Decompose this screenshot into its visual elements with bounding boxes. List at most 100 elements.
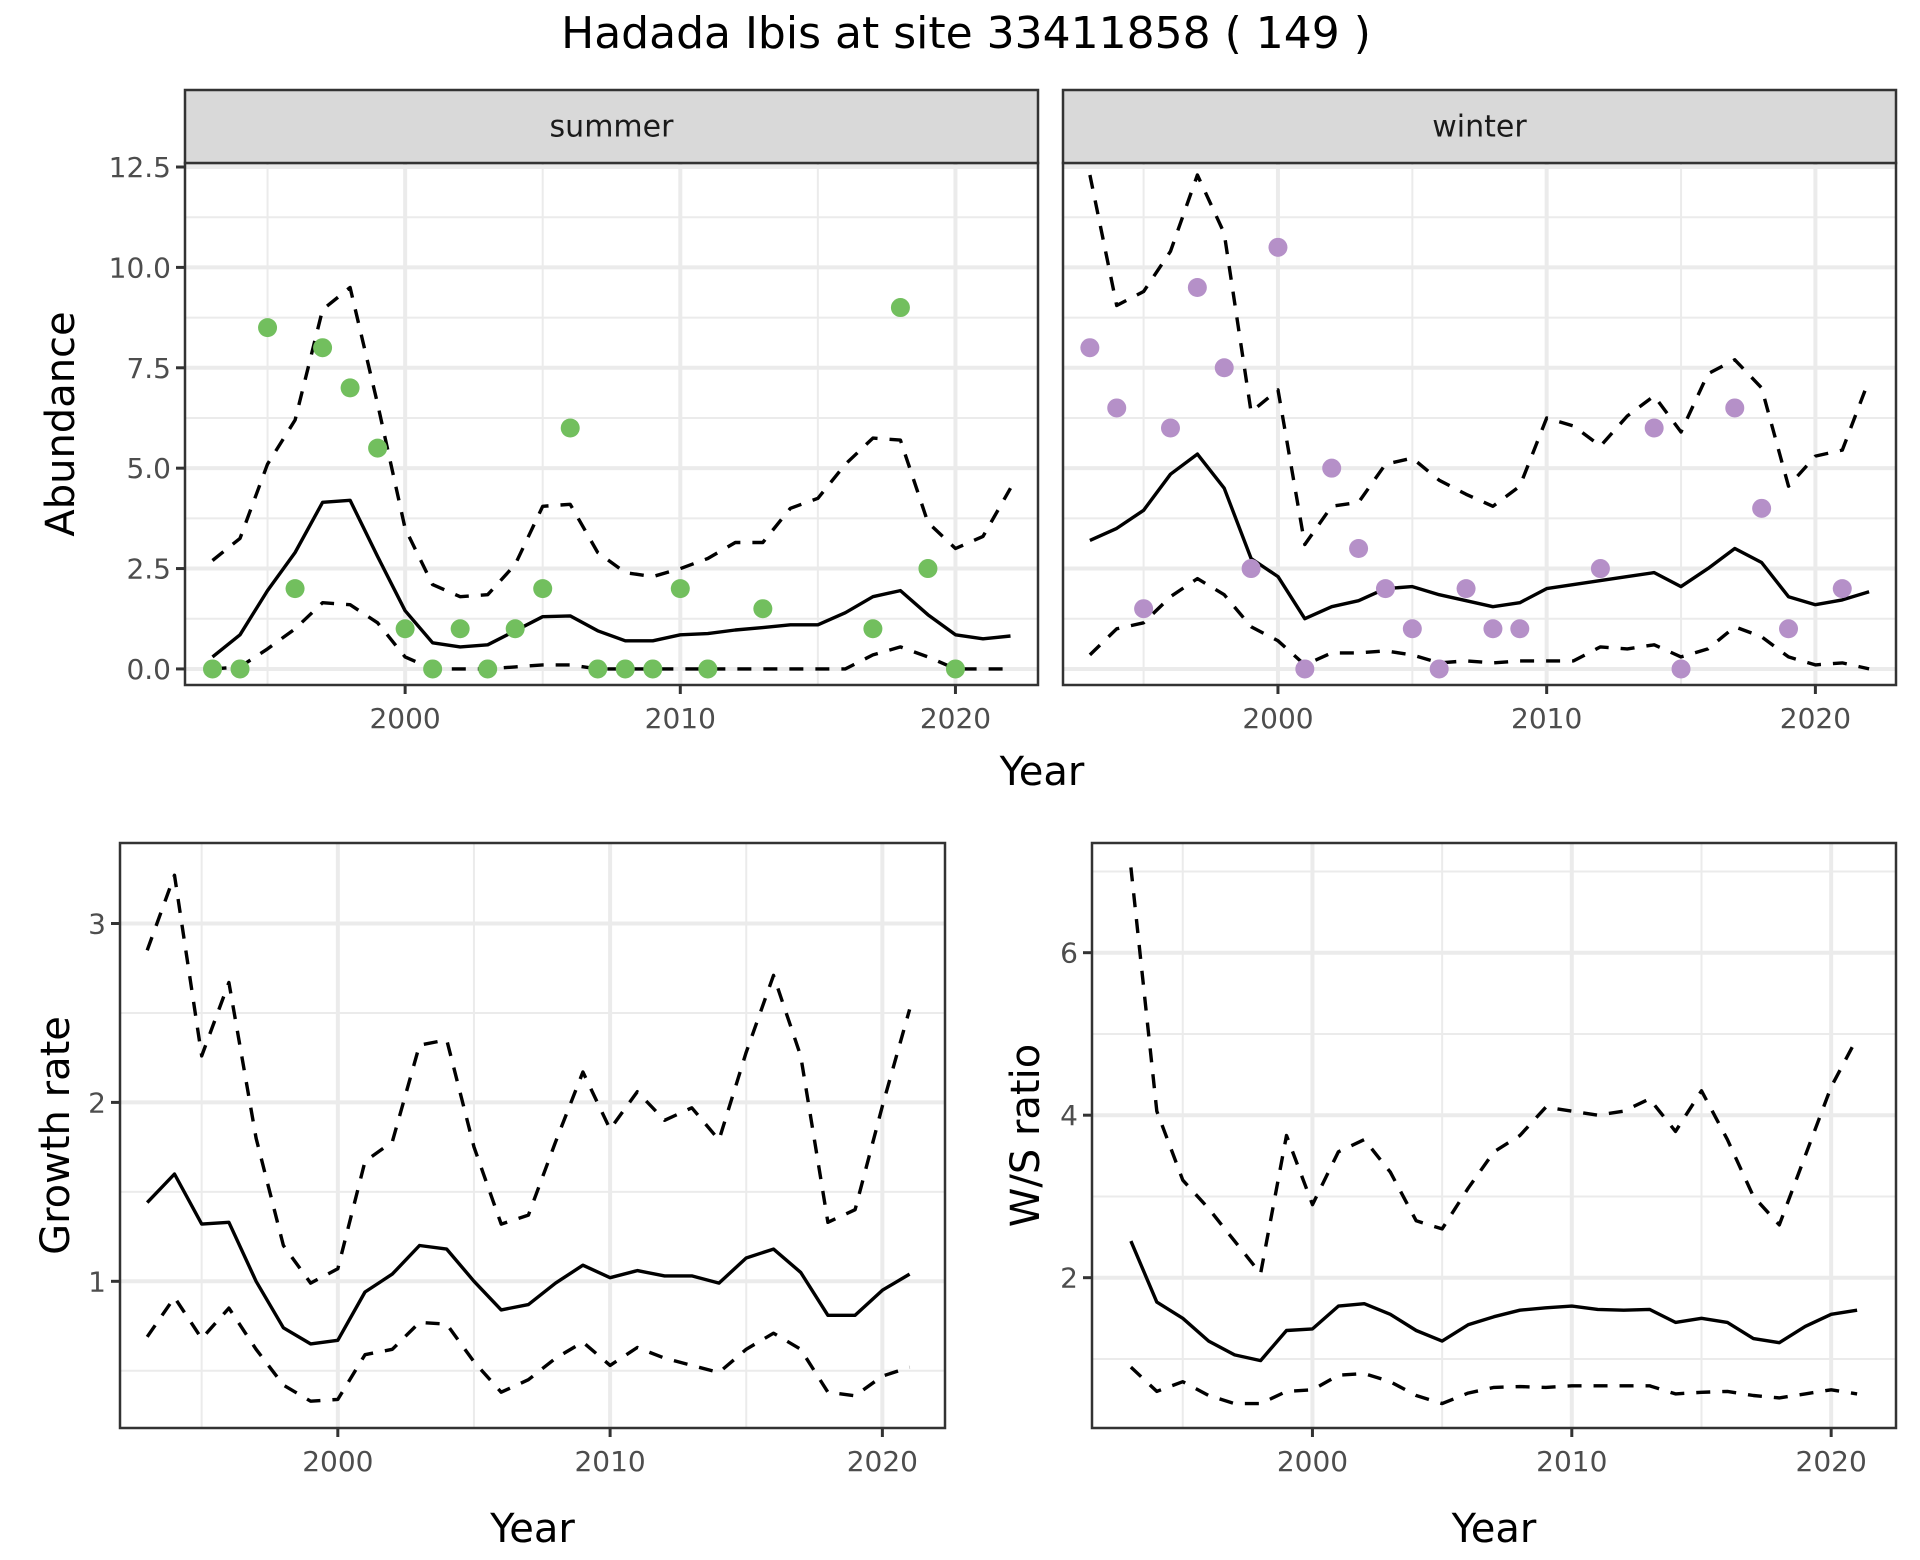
data-point [1429,659,1449,679]
data-point [615,659,635,679]
series-line-lower [212,601,1011,671]
series-line-mean [211,498,1011,659]
y-tick-label: 7.5 [126,352,171,385]
y-tick-label: 3 [88,908,106,941]
data-point [423,659,443,679]
data-point [1402,619,1422,639]
x-tick-label: 2010 [1511,702,1582,735]
data-point [505,619,525,639]
panel-ws_ratio: 2000 2010 2020 2 4 6 W/S ratio Year [1003,841,1898,1552]
x-axis-title: Year [1451,1506,1537,1552]
data-point [1268,237,1288,257]
data-point [643,659,663,679]
y-axis-title: Growth rate [33,1016,79,1255]
panel-border [118,841,947,1430]
data-point [1779,619,1799,639]
data-point [478,659,498,679]
x-axis-title-top: Year [999,749,1085,795]
y-tick-label: 0.0 [126,653,171,686]
data-point [918,559,938,579]
data-point [1214,358,1234,378]
series-line-mean [1129,1240,1858,1363]
chart-title: Hadada Ibis at site 33411858 ( 149 ) [561,8,1371,59]
data-point [1590,559,1610,579]
y-tick-label: 2 [88,1086,106,1119]
data-point [1107,398,1127,418]
plot-background [120,843,945,1428]
data-point [1241,559,1261,579]
y-tick-label: 1 [88,1265,106,1298]
series-line-upper [1129,867,1859,1276]
data-point [340,378,360,398]
series-line-mean [1089,452,1870,621]
series-line-upper [211,285,1012,599]
facet-strip-label: winter [1432,110,1527,145]
data-point [203,659,223,679]
panel-growth: 2000 2010 2020 1 2 3 Growth rate Year [33,841,947,1552]
data-point [1644,418,1664,438]
data-point [1752,498,1772,518]
data-point [1483,619,1503,639]
y-tick-label: 10.0 [109,251,171,284]
data-point [313,338,333,358]
data-point [945,659,965,679]
plot-background [185,163,1038,685]
x-tick-label: 2000 [369,702,440,735]
data-point [1187,277,1207,297]
x-tick-label: 2000 [302,1445,373,1478]
data-point [1375,579,1395,599]
y-tick-label: 2 [1060,1262,1078,1295]
x-tick-label: 2000 [1242,702,1313,735]
x-tick-label: 2020 [1796,1445,1867,1478]
panel-winter: winter 2000 2010 2020 [1061,88,1898,735]
facet-strip [1061,88,1898,165]
data-point [533,579,553,599]
data-point [258,318,278,338]
series-line-mean [145,1172,911,1346]
x-tick-label: 2010 [1536,1445,1607,1478]
data-point [1134,599,1154,619]
series-line-lower [145,1295,911,1403]
panels: summer 2000 2010 2020 0.0 2.5 5.0 7.5 10.0 12.5 Ab… [33,88,1898,1552]
data-point [1160,418,1180,438]
data-point [863,619,883,639]
data-point [230,659,250,679]
data-point [1295,659,1315,679]
data-point [1510,619,1530,639]
y-tick-label: 5.0 [126,452,171,485]
x-tick-label: 2020 [847,1445,918,1478]
series-line-lower [1088,576,1870,671]
data-point [1080,338,1100,358]
data-point [890,298,910,318]
facet-strip-label: summer [550,110,675,145]
data-point [1725,398,1745,418]
x-tick-label: 2020 [1780,702,1851,735]
data-point [1349,538,1369,558]
y-tick-label: 2.5 [126,553,171,586]
series-line-lower [1129,1365,1858,1406]
series-line-upper [1088,173,1871,547]
y-tick-label: 6 [1060,937,1078,970]
data-point [368,438,388,458]
panel-border [1090,841,1898,1430]
x-axis-title: Year [489,1506,575,1552]
y-axis-title: W/S ratio [1003,1044,1049,1227]
data-point [1832,579,1852,599]
panel-summer: summer 2000 2010 2020 0.0 2.5 5.0 7.5 10.0 12.5 Ab… [38,88,1040,735]
data-point [698,659,718,679]
facet-strip [183,88,1040,165]
data-point [1322,458,1342,478]
plot-background [1063,163,1896,685]
x-tick-label: 2010 [574,1445,645,1478]
data-point [450,619,470,639]
data-point [560,418,580,438]
plot-background [1092,843,1896,1428]
y-tick-label: 4 [1060,1099,1078,1132]
x-tick-label: 2020 [920,702,991,735]
data-point [285,579,305,599]
x-tick-label: 2000 [1277,1445,1348,1478]
data-point [753,599,773,619]
data-point [1671,659,1691,679]
x-tick-label: 2010 [645,702,716,735]
